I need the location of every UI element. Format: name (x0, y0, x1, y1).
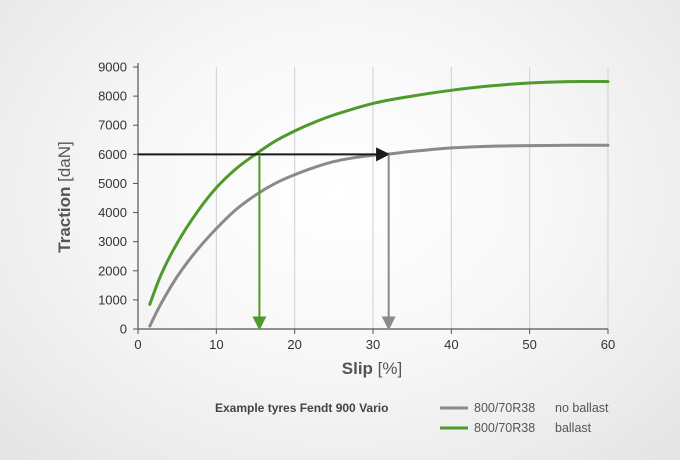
x-tick-label-10: 10 (209, 337, 223, 352)
x-tick-label-60: 60 (601, 337, 615, 352)
y-axis-label-unit: [daN] (55, 141, 74, 186)
y-tick-label-9000: 9000 (98, 60, 127, 75)
y-tick-label-6000: 6000 (98, 147, 127, 162)
grid-lines (215, 67, 609, 329)
legend-title: Example tyres Fendt 900 Vario (215, 401, 388, 415)
tick-labels: 0 10 20 30 40 50 60 0 1000 2000 3000 4000 5000 6000 70… (98, 60, 615, 353)
legend-label-no-ballast-condition: no ballast (555, 401, 609, 415)
y-tick-label-7000: 7000 (98, 118, 127, 133)
x-tick-label-0: 0 (134, 337, 141, 352)
y-axis-label: Traction [daN] (55, 141, 74, 252)
legend: Example tyres Fendt 900 Vario 800/70R38 … (215, 401, 609, 435)
legend-label-ballast-tyre: 800/70R38 (474, 421, 535, 435)
y-tick-label-1000: 1000 (98, 292, 127, 307)
annotation-arrows (138, 147, 396, 331)
x-axis-label: Slip [%] (342, 359, 402, 378)
y-tick-label-3000: 3000 (98, 234, 127, 249)
series-line-ballast (148, 79, 610, 306)
y-tick-label-4000: 4000 (98, 205, 127, 220)
x-tick-label-50: 50 (522, 337, 536, 352)
series-line-no-ballast (148, 143, 610, 328)
x-axis-label-main: Slip (342, 359, 373, 378)
axes (133, 63, 609, 334)
y-tick-label-2000: 2000 (98, 263, 127, 278)
legend-label-ballast-condition: ballast (555, 421, 592, 435)
y-tick-label-0: 0 (120, 322, 127, 337)
y-tick-label-8000: 8000 (98, 89, 127, 104)
x-tick-label-30: 30 (366, 337, 380, 352)
series-lines (148, 79, 610, 328)
y-tick-label-5000: 5000 (98, 176, 127, 191)
x-tick-label-40: 40 (444, 337, 458, 352)
x-axis-label-unit: [%] (373, 359, 402, 378)
y-axis-label-main: Traction (55, 187, 74, 253)
x-tick-label-20: 20 (287, 337, 301, 352)
legend-label-no-ballast-tyre: 800/70R38 (474, 401, 535, 415)
